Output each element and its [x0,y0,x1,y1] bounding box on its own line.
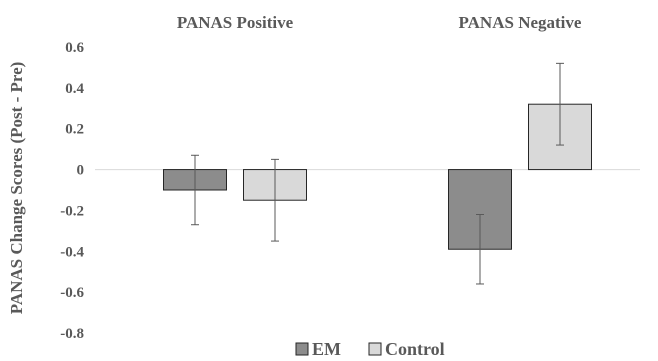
y-tick-label: -0.6 [60,285,84,301]
y-tick-label: -0.4 [60,244,84,260]
y-tick-label: 0.4 [65,81,84,97]
category-label: PANAS Negative [459,13,582,32]
legend-label: Control [385,339,445,359]
error-bars [191,62,564,285]
y-tick-label: 0 [77,163,85,179]
category-label: PANAS Positive [177,13,294,32]
y-tick-label: -0.8 [60,326,84,342]
legend-label: EM [312,339,341,359]
legend-swatch [295,342,309,356]
legend-swatch [368,342,382,356]
legend: EM Control [295,339,445,359]
y-axis-ticks: 0.6 0.4 0.2 0 -0.2 -0.4 -0.6 -0.8 [60,40,84,342]
y-tick-label: 0.6 [65,40,84,56]
y-tick-label: -0.2 [60,203,84,219]
error-bar [191,154,199,226]
bars [163,103,592,250]
error-bar [476,214,484,285]
y-tick-label: 0.2 [65,122,84,138]
y-axis-label: PANAS Change Scores (Post - Pre) [7,62,26,315]
error-bar [271,158,279,242]
error-bar [556,62,564,146]
category-labels: PANAS Positive PANAS Negative [177,13,582,32]
